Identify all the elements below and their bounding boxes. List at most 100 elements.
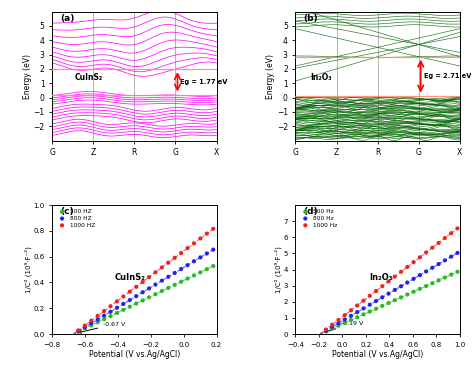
X-axis label: Potential (V vs.Ag/AgCl): Potential (V vs.Ag/AgCl) (332, 351, 423, 359)
500 HZ (145, 294, 153, 300)
500 HZ (158, 288, 166, 294)
500 HZ (210, 263, 217, 269)
800 HZ (210, 247, 217, 253)
1000 Hz (410, 259, 418, 265)
1000 Hz (403, 264, 411, 270)
500 Hz (410, 289, 418, 295)
1000 HZ (203, 230, 210, 237)
500 Hz (441, 275, 449, 281)
1000 HZ (190, 240, 198, 247)
800 HZ (107, 309, 114, 315)
1000 Hz (372, 288, 380, 294)
1000 HZ (152, 269, 159, 275)
500 HZ (184, 275, 191, 281)
1000 HZ (88, 318, 95, 324)
800 HZ (145, 285, 153, 291)
Text: In₂O₃: In₂O₃ (310, 73, 331, 82)
1000 Hz (335, 317, 342, 323)
800 HZ (184, 262, 191, 268)
1000 Hz (347, 307, 355, 313)
800 Hz (410, 276, 418, 282)
800 HZ (190, 258, 198, 264)
800 HZ (152, 281, 159, 288)
1000 Hz (428, 245, 436, 251)
1000 HZ (184, 245, 191, 251)
800 HZ (126, 297, 134, 303)
1000 Hz (379, 283, 386, 289)
800 Hz (447, 253, 455, 260)
800 Hz (360, 305, 367, 311)
800 HZ (119, 301, 127, 307)
1000 Hz (441, 235, 449, 241)
500 Hz (435, 277, 442, 283)
500 HZ (152, 291, 159, 297)
500 Hz (385, 300, 392, 306)
500 HZ (119, 307, 127, 313)
1000 HZ (81, 323, 89, 329)
800 HZ (81, 324, 89, 330)
500 Hz (454, 269, 461, 275)
500 Hz (397, 294, 405, 300)
800 HZ (171, 270, 179, 276)
500 Hz (360, 311, 367, 318)
X-axis label: Potential (V vs.Ag/AgCl): Potential (V vs.Ag/AgCl) (89, 351, 180, 359)
800 HZ (74, 328, 82, 334)
500 HZ (107, 313, 114, 319)
1000 HZ (100, 308, 108, 314)
800 HZ (94, 316, 101, 323)
500 Hz (372, 306, 380, 312)
Y-axis label: Energy (eV): Energy (eV) (266, 53, 275, 99)
1000 Hz (366, 293, 374, 299)
800 Hz (416, 272, 424, 278)
1000 HZ (164, 260, 172, 266)
Text: In₂O₃: In₂O₃ (369, 273, 393, 282)
1000 HZ (197, 235, 204, 242)
500 Hz (347, 317, 355, 323)
1000 Hz (360, 298, 367, 304)
800 Hz (385, 291, 392, 297)
Text: (c): (c) (60, 207, 74, 216)
800 HZ (139, 289, 146, 295)
1000 Hz (354, 303, 361, 309)
500 HZ (74, 329, 82, 335)
500 Hz (328, 326, 336, 332)
Y-axis label: 1/C² (10⁹·F⁻²): 1/C² (10⁹·F⁻²) (274, 246, 282, 293)
800 Hz (391, 287, 399, 293)
800 Hz (422, 268, 430, 275)
800 HZ (203, 250, 210, 257)
800 HZ (197, 254, 204, 260)
500 Hz (341, 320, 348, 326)
800 Hz (428, 265, 436, 271)
500 HZ (190, 272, 198, 278)
800 Hz (403, 280, 411, 286)
Text: CuInS₂: CuInS₂ (75, 73, 103, 82)
500 Hz (416, 286, 424, 292)
800 Hz (328, 324, 336, 330)
500 Hz (379, 303, 386, 309)
500 HZ (139, 297, 146, 303)
500 HZ (113, 310, 121, 316)
1000 HZ (113, 298, 121, 305)
1000 HZ (74, 327, 82, 333)
800 Hz (372, 298, 380, 304)
800 Hz (454, 250, 461, 256)
800 Hz (341, 316, 348, 323)
800 HZ (164, 274, 172, 280)
800 HZ (177, 266, 185, 272)
500 HZ (100, 316, 108, 322)
800 HZ (100, 313, 108, 319)
1000 Hz (397, 269, 405, 275)
Legend: 500 Hz, 800 Hz, 1000 Hz: 500 Hz, 800 Hz, 1000 Hz (298, 208, 338, 229)
800 Hz (366, 302, 374, 308)
1000 HZ (139, 279, 146, 285)
500 HZ (177, 279, 185, 285)
500 HZ (81, 326, 89, 332)
Legend: 500 HZ, 800 HZ, 1000 HZ: 500 HZ, 800 HZ, 1000 HZ (55, 208, 96, 229)
500 Hz (403, 291, 411, 298)
800 HZ (88, 320, 95, 326)
Text: (b): (b) (304, 13, 318, 23)
800 Hz (441, 257, 449, 263)
1000 Hz (447, 230, 455, 236)
500 HZ (197, 269, 204, 275)
800 Hz (322, 328, 330, 334)
